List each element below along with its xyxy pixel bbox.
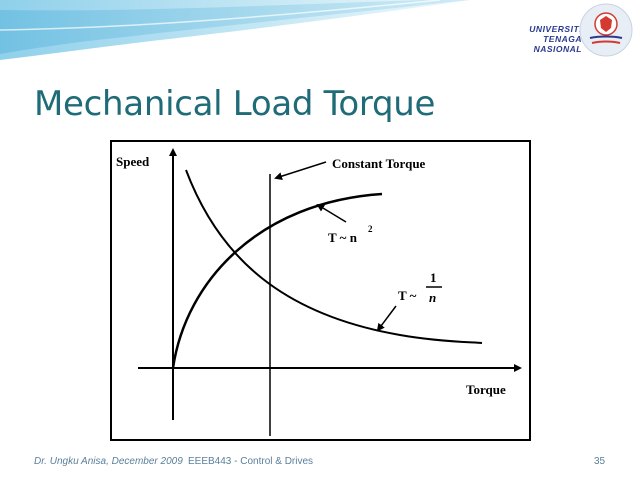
square-torque-exponent: 2 <box>368 224 373 234</box>
header-swoosh <box>0 0 481 66</box>
logo-line-2: TENAGA <box>543 34 582 44</box>
logo-line-1: UNIVERSITI <box>529 24 582 34</box>
constant-torque-label: Constant Torque <box>332 156 426 171</box>
square-torque-arrow <box>316 203 347 223</box>
inverse-torque-arrow <box>376 305 397 332</box>
inverse-torque-curve <box>185 169 483 344</box>
footer-course: EEEB443 - Control & Drives <box>188 456 314 467</box>
square-torque-curve <box>171 192 383 369</box>
y-axis-label: Speed <box>116 154 150 169</box>
logo-text: UNIVERSITI TENAGA NASIONAL <box>500 24 582 54</box>
university-logo: UNIVERSITI TENAGA NASIONAL <box>500 0 638 62</box>
logo-seal-icon <box>579 3 633 57</box>
constant-torque-arrow <box>274 161 327 180</box>
torque-speed-diagram: Speed Torque Constant Torque T ~ n 2 T ~… <box>110 140 531 441</box>
page-number: 35 <box>594 456 606 467</box>
slide-title: Mechanical Load Torque <box>34 84 436 124</box>
inverse-torque-label: T ~ <box>398 288 417 303</box>
torque-speed-figure: Speed Torque Constant Torque T ~ n 2 T ~… <box>110 140 531 441</box>
x-axis-label: Torque <box>466 382 506 397</box>
figure-border <box>110 140 531 441</box>
square-torque-label: T ~ n <box>328 230 358 245</box>
header-banner <box>0 0 638 70</box>
footer-author: Dr. Ungku Anisa, December 2009 <box>34 456 183 467</box>
logo-line-3: NASIONAL <box>533 44 582 54</box>
inverse-torque-numerator: 1 <box>430 270 437 285</box>
inverse-torque-denominator: n <box>429 290 436 305</box>
